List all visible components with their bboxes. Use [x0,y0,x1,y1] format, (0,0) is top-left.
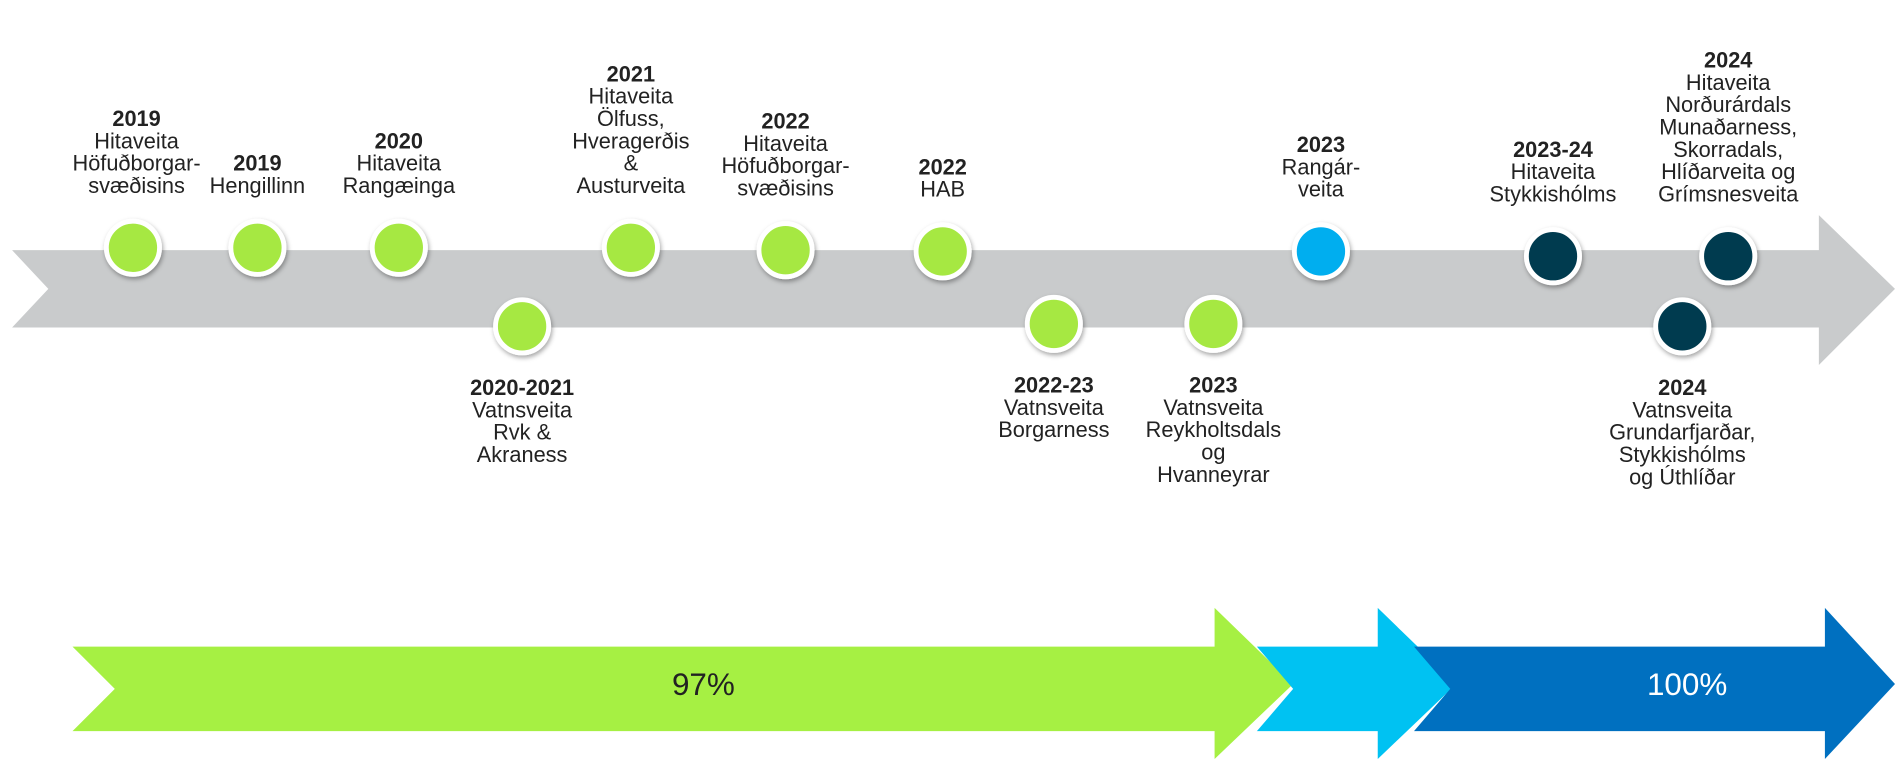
milestone-dot [1699,227,1758,286]
milestone-text: og Úthlíðar [1629,464,1735,489]
milestone-dot [228,218,287,277]
milestone-year: 2023 [1189,373,1237,398]
milestone-year: 2022 [761,108,809,133]
progress-label: 100% [1647,667,1727,702]
milestone-text: Hvanneyrar [1157,462,1269,487]
milestone-year: 2022-23 [1014,373,1094,398]
milestone-dot [1024,294,1083,353]
milestone-text: Höfuðborgar- [72,151,200,176]
milestone-text: Hlíðarveita og [1661,159,1795,184]
progress-arrow-lightblue [1256,607,1457,759]
milestone-text: Munaðarness, [1659,114,1797,139]
milestone-text: Grundarfjarðar, [1609,420,1755,445]
milestone-text: Rvk & [493,420,552,445]
milestone-text: og [1201,440,1225,465]
milestone-text: Hengillinn [210,173,306,198]
milestones: 2019HitaveitaHöfuðborgar-svæðisins2019He… [72,47,1799,489]
milestone-text: Hitaveita [743,131,829,156]
milestone-text: veita [1298,177,1345,202]
milestone-text: Stykkishólms [1619,442,1746,467]
milestone-text: Vatnsveita [1632,397,1733,422]
milestone-text: Hitaveita [357,151,443,176]
milestone-text: Hitaveita [1686,70,1772,95]
milestone-text: Norðurárdals [1665,92,1791,117]
milestone-text: Reykholtsdals [1146,417,1282,442]
milestone-year: 2019 [233,151,281,176]
milestone-dot [1523,227,1582,286]
milestone-text: Hitaveita [94,128,180,153]
timeline-arrow [12,215,1895,365]
milestone-text: Stykkishólms [1490,182,1617,207]
milestone-text: Vatnsveita [472,397,573,422]
milestone-dot [756,221,815,280]
milestone-text: HAB [920,177,965,202]
milestone-year: 2020-2021 [470,375,574,400]
milestone-text: Borgarness [998,417,1109,442]
milestone-dot [1653,297,1712,356]
milestone-year: 2024 [1658,375,1706,400]
progress-label: 97% [672,667,735,702]
milestone-text: Höfuðborgar- [721,153,849,178]
milestone-text: Hveragerðis [572,128,689,153]
milestone-text: Hitaveita [1511,159,1597,184]
milestone-text: Akraness [477,442,568,467]
milestone-text: Vatnsveita [1004,395,1105,420]
milestone-dot [493,297,552,356]
milestone-dot [103,218,162,277]
milestone-text: Vatnsveita [1163,395,1264,420]
milestone-dot [1291,222,1350,281]
milestone-text: Rangæinga [343,173,456,198]
milestone-year: 2023 [1297,132,1345,157]
milestone-dot [601,218,660,277]
milestone-year: 2022 [918,154,966,179]
milestone-text: & [624,151,639,176]
milestone-dot [913,222,972,281]
milestone-text: Skorradals, [1673,137,1783,162]
milestone-year: 2020 [375,128,423,153]
progress-arrow-green [72,607,1294,759]
milestone-text: Austurveita [576,173,686,198]
milestone-text: svæðisins [88,173,185,198]
milestone-dot [1184,294,1243,353]
milestone-year: 2023-24 [1513,137,1593,162]
milestone-text: svæðisins [737,176,834,201]
milestone-text: Ölfuss, [597,106,665,131]
milestone-text: Grímsnesveita [1658,182,1799,207]
milestone-text: Rangár- [1282,154,1361,179]
milestone-dot [369,218,428,277]
milestone-year: 2019 [112,106,160,131]
milestone-year: 2021 [607,61,655,86]
milestone-year: 2024 [1704,47,1752,72]
progress-arrow-blue [1413,607,1895,759]
milestone-text: Hitaveita [589,84,675,109]
